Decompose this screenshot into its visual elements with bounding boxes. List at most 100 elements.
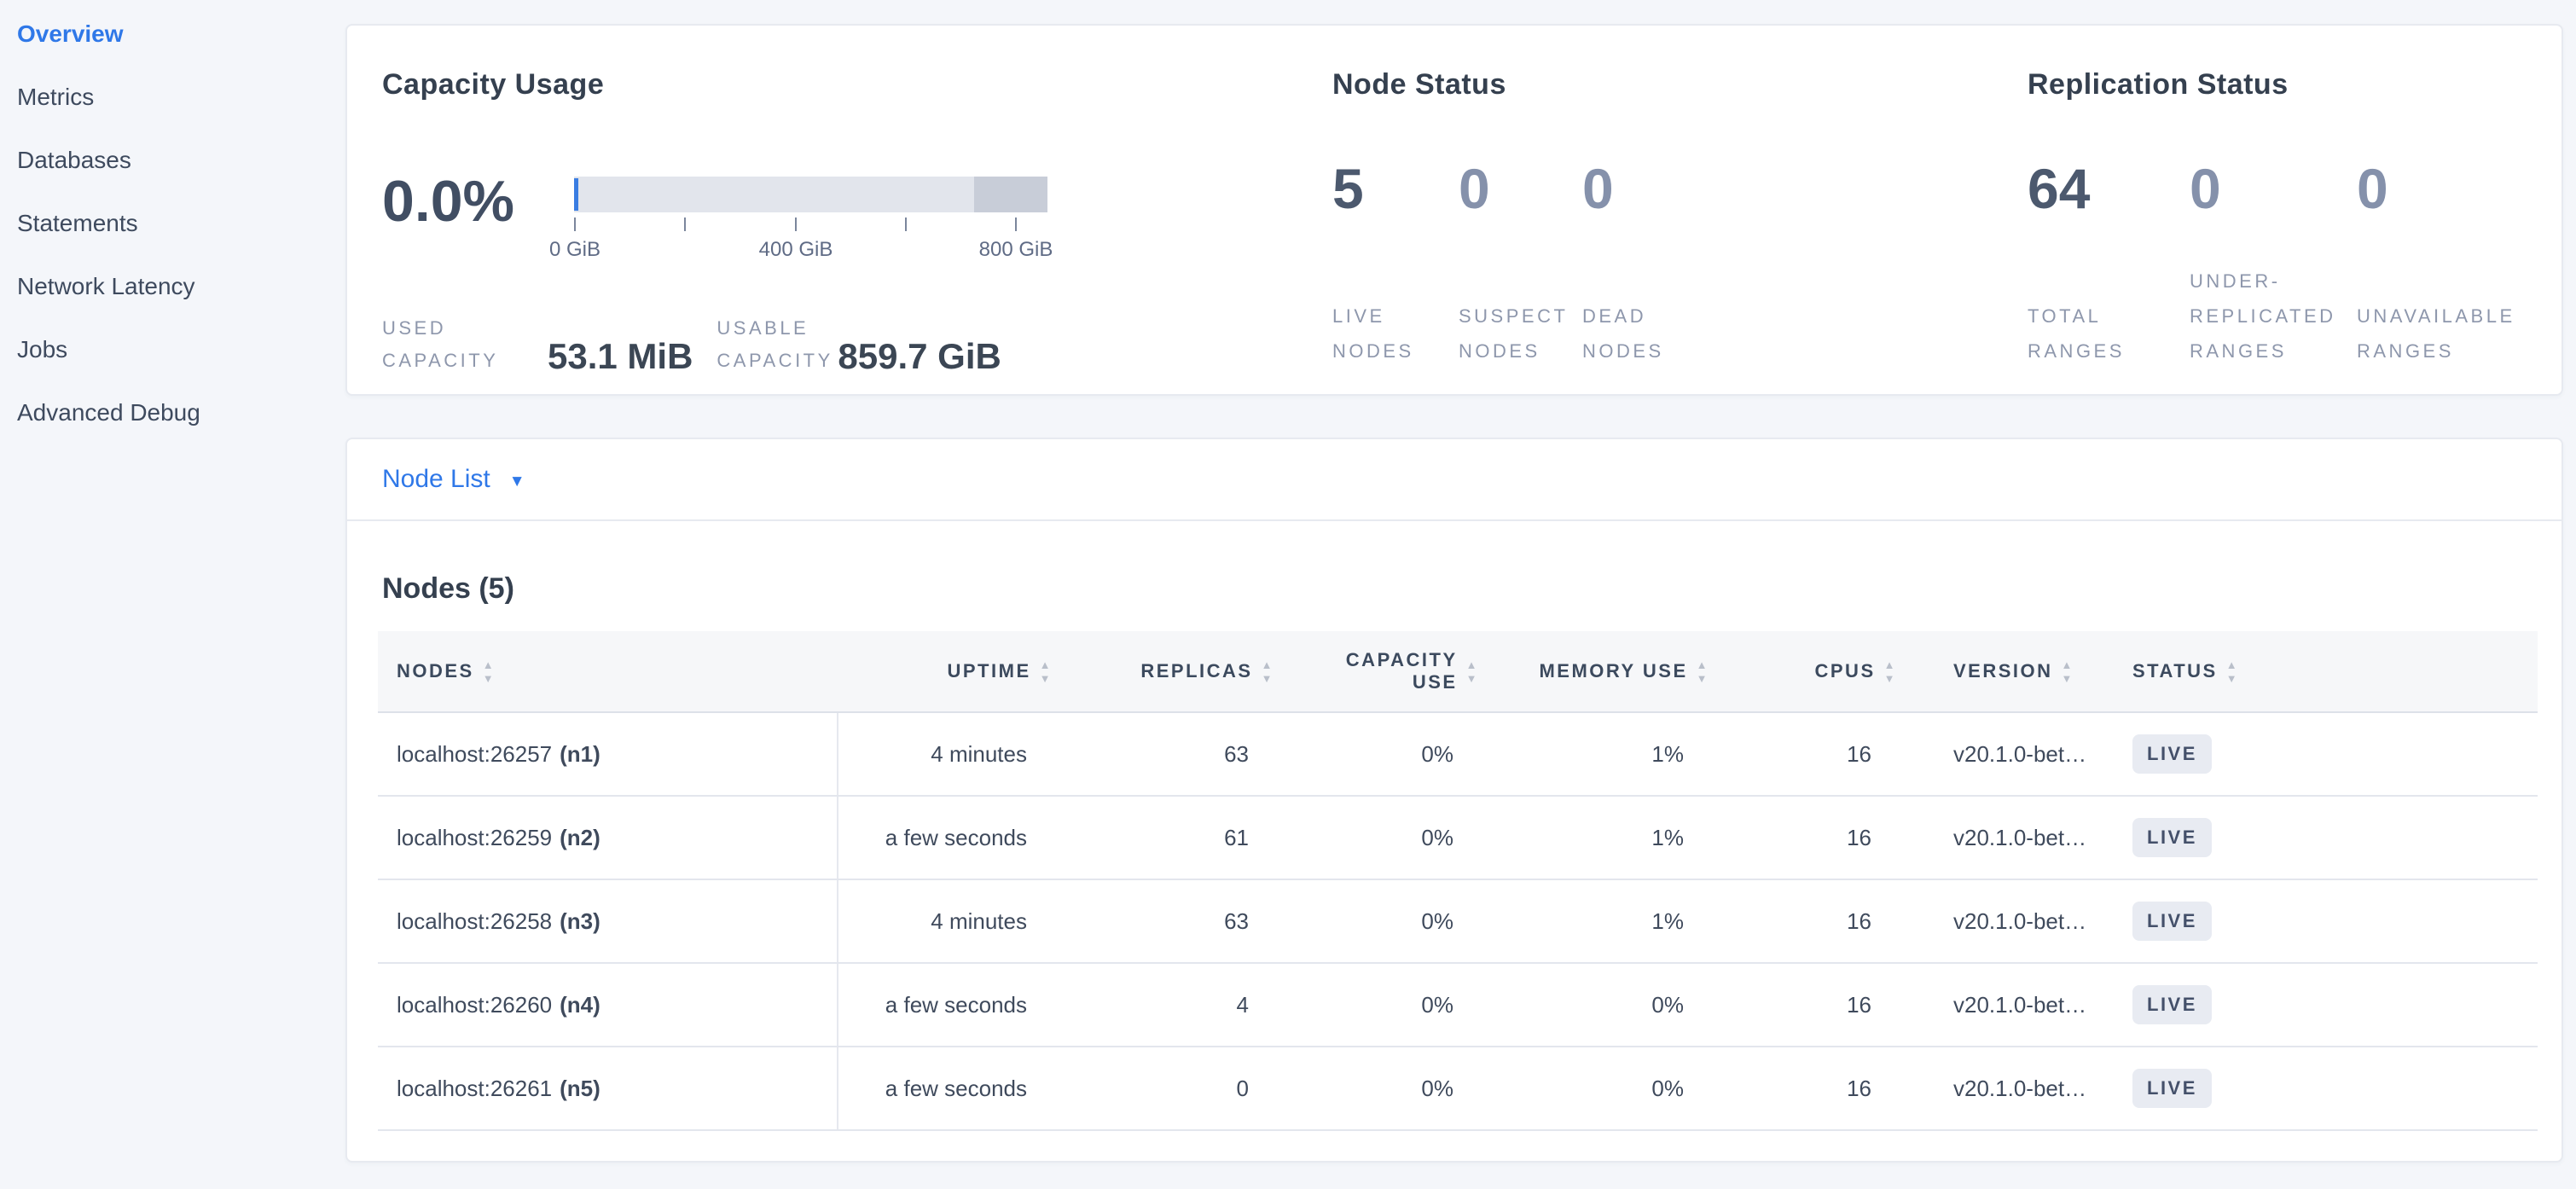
capacity-axis-labels: 0 GiB 400 GiB 800 GiB [549,238,1053,264]
used-capacity-stat: USED CAPACITY 53.1 MiB [382,312,717,377]
node-address[interactable]: localhost:26260 [397,991,553,1018]
node-status-title: Node Status [1332,68,1506,101]
cpus-cell: 16 [1847,1075,1871,1101]
under-replicated-ranges-label: UNDER-REPLICATED RANGES [2190,270,2336,362]
column-header-replicas[interactable]: REPLICAS ▲ ▼ [1140,658,1274,685]
sort-icon[interactable]: ▲ ▼ [2061,658,2074,685]
table-row[interactable]: localhost:26257 (n1) 4 minutes 63 0% 1% 1… [378,713,2538,797]
under-replicated-ranges-value: 0 [2190,157,2221,220]
sidebar-item-metrics[interactable]: Metrics [17,84,95,110]
nodes-section-title: Nodes (5) [382,572,514,605]
node-id: (n5) [560,1075,600,1101]
status-badge: LIVE [2132,734,2212,774]
sort-icon[interactable]: ▲ ▼ [1465,658,1479,685]
capacity-stats: USED CAPACITY 53.1 MiB USABLE CAPACITY 8… [382,312,1001,377]
cpus-cell: 16 [1847,740,1871,767]
capacity-usage-title: Capacity Usage [382,68,605,101]
nodes-table-header: NODES ▲ ▼ UPTIME ▲ ▼ REPLICAS ▲ ▼ CAPACITY … [378,631,2538,713]
under-replicated-ranges-stat: 0 UNDER-REPLICATED RANGES [2190,160,2357,368]
unavailable-ranges-label: UNAVAILABLE RANGES [2357,305,2515,362]
capacity-percent-value: 0.0% [382,169,514,234]
dead-nodes-label: DEAD NODES [1582,305,1664,362]
cpus-cell: 16 [1847,824,1871,850]
capacity-use-cell: 0% [1421,1075,1453,1101]
capacity-usage-section: Capacity Usage 0.0% 0 GiB 400 GiB 8 [382,26,1329,394]
dead-nodes-stat: 0 DEAD NODES [1582,160,1719,368]
sidebar-item-overview[interactable]: Overview [17,20,124,47]
sort-icon[interactable]: ▲ ▼ [482,658,496,685]
table-row[interactable]: localhost:26260 (n4) a few seconds 4 0% 0… [378,964,2538,1047]
node-id: (n2) [560,824,600,850]
capacity-bar-chart: 0 GiB 400 GiB 800 GiB [549,177,1053,264]
live-nodes-value: 5 [1332,157,1364,220]
status-badge: LIVE [2132,985,2212,1024]
column-header-version[interactable]: VERSION ▲ ▼ [1953,658,2074,685]
unavailable-ranges-value: 0 [2357,157,2388,220]
table-row[interactable]: localhost:26259 (n2) a few seconds 61 0% … [378,797,2538,880]
uptime-cell: 4 minutes [931,908,1027,934]
node-list-header-bar: Node List ▼ [347,439,2561,521]
used-capacity-label: USED CAPACITY [382,317,499,371]
sort-icon[interactable]: ▲ ▼ [1039,658,1053,685]
unavailable-ranges-stat: 0 UNAVAILABLE RANGES [2357,160,2553,368]
suspect-nodes-value: 0 [1459,157,1490,220]
memory-use-cell: 0% [1651,991,1684,1018]
capacity-use-cell: 0% [1421,740,1453,767]
column-header-capacity-use[interactable]: CAPACITY USE ▲ ▼ [1345,649,1479,693]
total-ranges-stat: 64 TOTAL RANGES [2028,160,2190,368]
capacity-use-cell: 0% [1421,991,1453,1018]
capacity-bar-used-marker [574,178,578,211]
status-badge: LIVE [2132,1069,2212,1108]
usable-capacity-value: 859.7 GiB [838,336,1001,376]
table-row[interactable]: localhost:26258 (n3) 4 minutes 63 0% 1% 1… [378,880,2538,964]
capacity-bar-other-segment [974,177,1047,212]
node-address[interactable]: localhost:26258 [397,908,553,934]
node-list-dropdown[interactable]: Node List ▼ [382,465,525,494]
node-address[interactable]: localhost:26257 [397,740,553,767]
sort-icon[interactable]: ▲ ▼ [2225,658,2240,685]
node-status-stats: 5 LIVE NODES 0 SUSPECT NODES 0 DEAD NODE… [1332,160,1719,368]
replicas-cell: 4 [1236,991,1249,1018]
capacity-use-cell: 0% [1421,908,1453,934]
axis-label-400gib: 400 GiB [758,238,833,261]
sort-icon[interactable]: ▲ ▼ [1261,658,1274,685]
axis-label-0gib: 0 GiB [548,238,601,261]
cpus-cell: 16 [1847,991,1871,1018]
usable-capacity-stat: USABLE CAPACITY 859.7 GiB [717,312,1001,377]
node-address[interactable]: localhost:26261 [397,1075,553,1101]
sort-icon[interactable]: ▲ ▼ [1883,658,1897,685]
column-header-uptime[interactable]: UPTIME ▲ ▼ [947,658,1053,685]
sidebar-item-network-latency[interactable]: Network Latency [17,273,195,299]
table-row[interactable]: localhost:26261 (n5) a few seconds 0 0% 0… [378,1047,2538,1131]
status-badge: LIVE [2132,902,2212,941]
uptime-cell: a few seconds [885,824,1027,850]
column-header-nodes[interactable]: NODES ▲ ▼ [397,658,496,685]
suspect-nodes-stat: 0 SUSPECT NODES [1459,160,1582,368]
live-nodes-label: LIVE NODES [1332,305,1414,362]
replication-status-section: Replication Status 64 TOTAL RANGES 0 UND… [2028,26,2556,394]
sort-icon[interactable]: ▲ ▼ [1696,658,1709,685]
column-header-cpus[interactable]: CPUS ▲ ▼ [1814,658,1897,685]
usable-capacity-label: USABLE CAPACITY [717,317,833,371]
node-id: (n3) [560,908,600,934]
version-cell: v20.1.0-bet… [1953,824,2087,850]
capacity-use-cell: 0% [1421,824,1453,850]
capacity-bar-usable [574,177,1047,212]
column-header-status[interactable]: STATUS ▲ ▼ [2132,658,2240,685]
replication-status-title: Replication Status [2028,68,2289,101]
node-address[interactable]: localhost:26259 [397,824,553,850]
column-header-memory-use[interactable]: MEMORY USE ▲ ▼ [1539,658,1709,685]
live-nodes-stat: 5 LIVE NODES [1332,160,1459,368]
cluster-summary-card: Capacity Usage 0.0% 0 GiB 400 GiB 8 [345,24,2563,396]
replicas-cell: 61 [1224,824,1249,850]
sidebar-item-advanced-debug[interactable]: Advanced Debug [17,399,200,426]
total-ranges-value: 64 [2028,157,2091,220]
sidebar-item-databases[interactable]: Databases [17,147,131,173]
sidebar-nav: Overview Metrics Databases Statements Ne… [0,0,341,1189]
uptime-cell: a few seconds [885,991,1027,1018]
replicas-cell: 0 [1236,1075,1249,1101]
sidebar-item-statements[interactable]: Statements [17,210,138,236]
sidebar-item-jobs[interactable]: Jobs [17,336,68,362]
cpus-cell: 16 [1847,908,1871,934]
